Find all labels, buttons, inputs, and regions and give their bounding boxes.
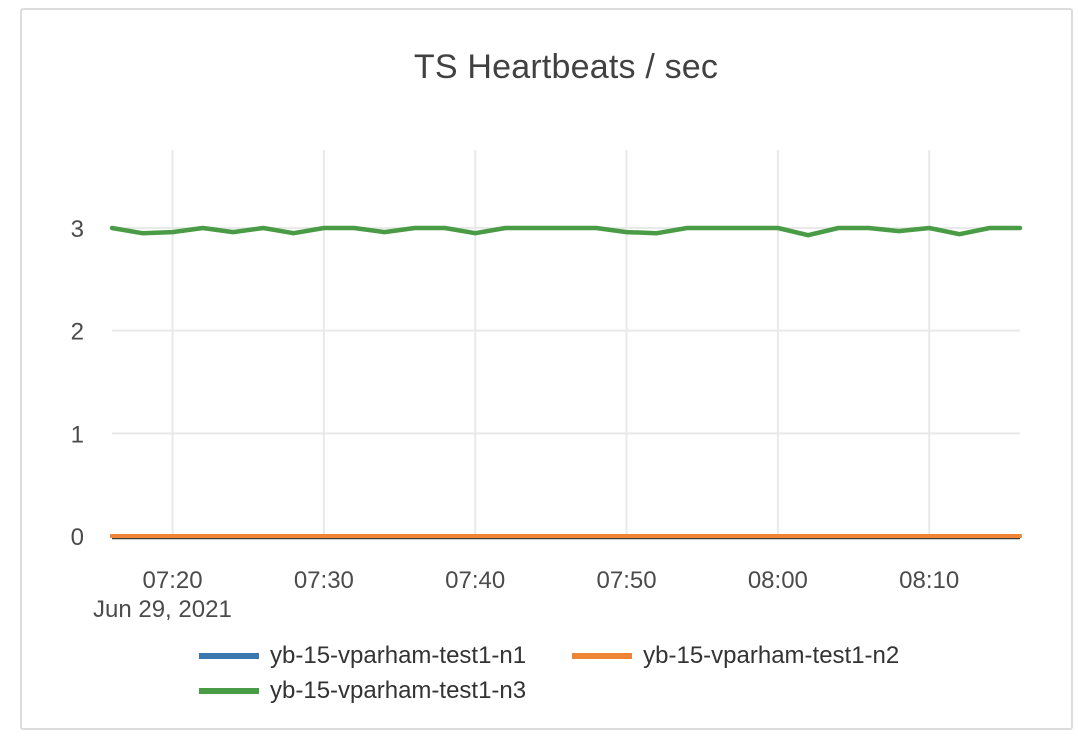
legend-item-yb-15-vparham-test1-n2[interactable]: yb-15-vparham-test1-n2 [572, 642, 899, 670]
x-tick-label: 07:50 [597, 567, 657, 594]
plot-area[interactable] [112, 150, 1020, 536]
legend-swatch-icon [199, 688, 259, 694]
x-tick-label: 07:20 [143, 567, 203, 594]
x-tick-label: 08:00 [748, 567, 808, 594]
x-tick-label: 07:30 [294, 567, 354, 594]
y-tick-label: 2 [71, 319, 84, 346]
y-tick-label: 1 [71, 421, 84, 448]
legend-item-yb-15-vparham-test1-n1[interactable]: yb-15-vparham-test1-n1 [199, 642, 526, 670]
x-axis-date-label: Jun 29, 2021 [93, 596, 232, 623]
y-tick-label: 3 [71, 216, 84, 243]
y-tick-label: 0 [71, 524, 84, 551]
legend-swatch-icon [572, 653, 633, 659]
series-line-yb-15-vparham-test1-n3 [109, 225, 1023, 238]
x-tick-label: 07:40 [445, 567, 505, 594]
legend-item-yb-15-vparham-test1-n3[interactable]: yb-15-vparham-test1-n3 [199, 677, 526, 705]
legend-swatch-icon [199, 653, 259, 659]
legend-label: yb-15-vparham-test1-n1 [270, 642, 527, 669]
chart-title: TS Heartbeats / sec [413, 48, 719, 86]
legend-label: yb-15-vparham-test1-n2 [643, 642, 900, 669]
legend-label: yb-15-vparham-test1-n3 [270, 677, 527, 704]
x-tick-label: 08:10 [899, 567, 959, 594]
chart-card [20, 8, 1073, 730]
chart-legend: yb-15-vparham-test1-n1 yb-15-vparham-test… [199, 642, 991, 705]
